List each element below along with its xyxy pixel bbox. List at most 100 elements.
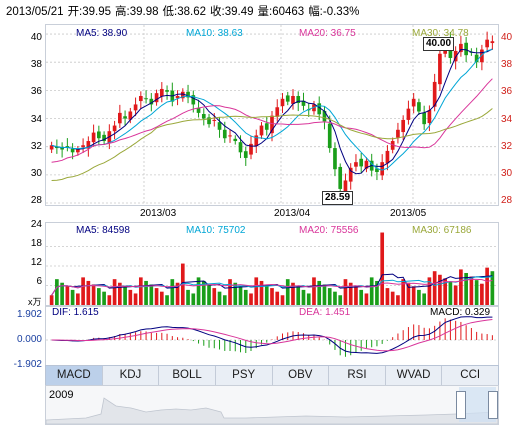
volume-bar	[312, 277, 316, 305]
volume-bar	[76, 293, 80, 305]
candle-body	[453, 50, 458, 62]
candle-body	[154, 93, 159, 103]
time-range-navigator[interactable]: 2009	[45, 385, 499, 425]
macd-y-label: -1.902	[13, 359, 42, 370]
candle-body	[333, 148, 337, 170]
price-y-label-right: 30	[501, 168, 513, 179]
price-y-label: 40	[30, 32, 42, 43]
volume-bar	[469, 276, 474, 305]
vol-ma10-label: MA10: 75702	[186, 225, 246, 236]
volume-bar	[406, 282, 411, 305]
volume-bar	[343, 279, 348, 305]
navigator-right-handle[interactable]	[488, 391, 498, 419]
quote-high: 高:39.98	[115, 6, 159, 18]
volume-bar	[417, 289, 421, 305]
volume-bar	[128, 289, 133, 305]
price-chart-panel[interactable]: MA5: 38.90 MA10: 38.63 MA20: 36.75 MA30:…	[45, 24, 499, 206]
vol-y-label: 12	[30, 257, 42, 268]
price-y-label: 32	[30, 141, 42, 152]
vol-y-label: 6	[36, 276, 42, 287]
candle-body	[128, 111, 133, 120]
price-y-label-right: 40	[501, 32, 513, 43]
high-price-callout: 40.00	[423, 37, 455, 51]
macd-dea-label: DEA: 1.451	[299, 307, 351, 318]
candle-body	[438, 53, 442, 85]
candle-body	[254, 135, 259, 147]
tab-obv[interactable]: OBV	[273, 366, 330, 385]
volume-bar	[238, 286, 243, 305]
volume-bar	[432, 271, 437, 305]
tab-macd[interactable]: MACD	[46, 366, 103, 385]
macd-chart-panel[interactable]: DIF: 1.615 DEA: 1.451 MACD: 0.329	[45, 306, 499, 366]
candle-body	[322, 110, 327, 122]
candle-body	[422, 112, 427, 125]
tab-psy[interactable]: PSY	[216, 366, 273, 385]
candle-body	[396, 129, 400, 138]
candle-body	[175, 95, 180, 99]
volume-bar	[348, 282, 353, 305]
volume-bar	[317, 280, 322, 305]
volume-bar	[144, 280, 148, 305]
volume-bar	[138, 277, 143, 305]
price-ma5-label: MA5: 38.90	[76, 28, 128, 39]
price-y-label-right: 34	[501, 114, 513, 125]
volume-bar	[97, 288, 101, 305]
vol-ma30-label: MA30: 67186	[412, 225, 472, 236]
macd-value-label: MACD: 0.329	[430, 307, 491, 318]
navigator-overview	[46, 387, 498, 424]
volume-bar	[191, 293, 196, 305]
quote-header: 2013/05/21 开:39.95 高:39.98 低:38.62 收:39.49 量:…	[6, 3, 363, 19]
tab-boll[interactable]: BOLL	[159, 366, 216, 385]
candle-body	[97, 131, 101, 139]
candle-body	[222, 129, 227, 139]
ma5-line	[51, 48, 493, 175]
candle-body	[191, 95, 196, 105]
price-y-label-right: 38	[501, 59, 513, 70]
volume-bar	[249, 293, 253, 305]
volume-bar	[338, 295, 343, 305]
candle-body	[354, 162, 358, 167]
candle-body	[348, 167, 353, 182]
volume-bar	[196, 277, 201, 305]
candle-body	[86, 141, 91, 149]
volume-bar	[427, 277, 432, 305]
candle-body	[243, 151, 248, 158]
tab-rsi[interactable]: RSI	[329, 366, 386, 385]
candle-body	[201, 114, 206, 119]
navigator-left-handle[interactable]	[456, 391, 466, 419]
candle-body	[285, 95, 290, 102]
volume-bar	[228, 279, 232, 305]
volume-chart-panel[interactable]: MA5: 84598 MA10: 75702 MA20: 75556 MA30:…	[45, 222, 499, 306]
volume-bar	[296, 286, 301, 305]
tab-cci[interactable]: CCI	[460, 369, 481, 381]
candle-body	[159, 88, 164, 97]
volume-bar	[327, 288, 332, 305]
price-y-label: 34	[30, 114, 42, 125]
vol-ma5-label: MA5: 84598	[76, 225, 130, 236]
volume-bar	[217, 291, 222, 305]
candle-body	[217, 122, 222, 130]
volume-bar	[459, 269, 463, 305]
volume-bar	[385, 288, 390, 305]
volume-bar	[369, 277, 374, 305]
volume-bar	[264, 284, 269, 305]
volume-bar	[175, 282, 180, 305]
volume-bar	[270, 288, 274, 305]
ma30-line	[51, 108, 493, 181]
volume-bar	[285, 279, 290, 305]
candle-body	[196, 107, 201, 113]
tab-wvad[interactable]: WVAD	[386, 366, 443, 385]
candle-body	[301, 100, 306, 106]
volume-bar	[448, 281, 453, 305]
volume-bar	[107, 295, 112, 305]
candle-body	[212, 119, 217, 121]
tab-kdj[interactable]: KDJ	[103, 366, 160, 385]
volume-bar	[280, 295, 285, 305]
price-y-label: 28	[30, 195, 42, 206]
candle-body	[464, 42, 468, 56]
volume-bar	[490, 271, 495, 305]
candle-body	[359, 158, 364, 167]
vol-ma20-label: MA20: 75556	[299, 225, 359, 236]
indicator-tabs: MACD KDJ BOLL PSY OBV RSI WVAD CCI	[45, 365, 499, 386]
volume-bar	[154, 288, 159, 305]
